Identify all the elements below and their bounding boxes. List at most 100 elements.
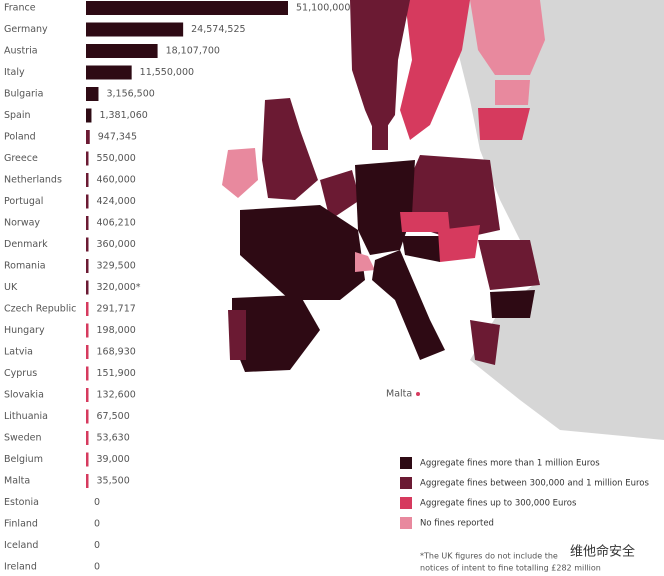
- map-country: [490, 290, 535, 318]
- map-country: [355, 160, 415, 255]
- bar: [86, 87, 99, 101]
- value-label: 0: [94, 519, 100, 530]
- value-label: 0: [94, 540, 100, 551]
- value-label: 168,930: [97, 347, 136, 358]
- category-label: Poland: [4, 132, 36, 143]
- bar: [86, 366, 89, 381]
- map-country: [470, 0, 545, 75]
- bar: [86, 237, 89, 252]
- value-label: 291,717: [97, 304, 136, 315]
- value-label: 0: [94, 562, 100, 573]
- value-label: 51,100,000: [296, 3, 350, 14]
- category-label: Austria: [4, 46, 38, 57]
- map-country: [222, 148, 258, 198]
- footnote: *The UK figures do not include the: [420, 552, 558, 561]
- map-country: [262, 98, 318, 200]
- value-label: 360,000: [97, 239, 136, 250]
- category-label: UK: [4, 282, 18, 293]
- legend-swatch: [400, 517, 412, 529]
- value-label: 18,107,700: [166, 46, 220, 57]
- category-label: Latvia: [4, 347, 33, 358]
- value-label: 11,550,000: [140, 67, 194, 78]
- value-label: 460,000: [97, 175, 136, 186]
- category-label: Romania: [4, 261, 46, 272]
- map-country: [240, 205, 365, 300]
- value-label: 35,500: [97, 476, 130, 487]
- value-label: 947,345: [98, 132, 137, 143]
- bar: [86, 388, 89, 402]
- value-label: 406,210: [97, 218, 136, 229]
- category-label: Hungary: [4, 325, 45, 336]
- category-label: Czech Republic: [4, 304, 76, 315]
- map-country: [478, 108, 530, 140]
- bar: [86, 302, 89, 316]
- bar: [86, 409, 89, 424]
- legend-swatch: [400, 497, 412, 509]
- category-label: Italy: [4, 67, 25, 78]
- malta-marker: [416, 392, 420, 396]
- legend-label: Aggregate fines more than 1 million Euro…: [420, 459, 600, 469]
- category-label: Bulgaria: [4, 89, 43, 100]
- category-label: France: [4, 3, 36, 14]
- value-label: 3,156,500: [106, 89, 154, 100]
- value-label: 1,381,060: [99, 110, 147, 121]
- value-label: 24,574,525: [191, 24, 245, 35]
- category-label: Estonia: [4, 497, 39, 508]
- category-label: Finland: [4, 519, 38, 530]
- category-label: Malta: [4, 476, 30, 487]
- legend-swatch: [400, 457, 412, 469]
- legend-swatch: [400, 477, 412, 489]
- map-country: [372, 115, 388, 150]
- map-country: [495, 80, 530, 105]
- category-label: Iceland: [4, 540, 38, 551]
- bar: [86, 65, 132, 80]
- bar: [86, 452, 89, 467]
- value-label: 151,900: [97, 368, 136, 379]
- bar: [86, 1, 288, 15]
- legend-label: Aggregate fines between 300,000 and 1 mi…: [420, 479, 650, 489]
- map-country: [355, 252, 375, 272]
- map-country: [372, 250, 445, 360]
- map-country: [402, 236, 445, 262]
- footnote: notices of intent to fine totalling £282…: [420, 564, 601, 573]
- value-label: 320,000*: [97, 282, 141, 293]
- value-label: 550,000: [97, 153, 136, 164]
- bar: [86, 108, 92, 123]
- bar: [86, 431, 89, 445]
- bar: [86, 280, 89, 295]
- category-label: Spain: [4, 110, 31, 121]
- bar: [86, 216, 89, 230]
- value-label: 0: [94, 497, 100, 508]
- bar: [86, 44, 158, 58]
- map-country: [400, 0, 470, 140]
- map-country: [320, 170, 360, 220]
- map-country: [350, 0, 410, 140]
- value-label: 198,000: [97, 325, 136, 336]
- category-label: Slovakia: [4, 390, 44, 401]
- map-label: Malta: [386, 389, 412, 400]
- category-label: Denmark: [4, 239, 48, 250]
- map-country: [228, 310, 246, 360]
- category-label: Belgium: [4, 454, 43, 465]
- legend-label: Aggregate fines up to 300,000 Euros: [420, 499, 577, 509]
- category-label: Netherlands: [4, 175, 62, 186]
- map-country: [470, 320, 500, 365]
- value-label: 329,500: [97, 261, 136, 272]
- bar: [86, 151, 89, 166]
- value-label: 67,500: [97, 411, 130, 422]
- map-country: [478, 240, 540, 290]
- bar: [86, 474, 89, 488]
- bar: [86, 259, 89, 273]
- category-label: Cyprus: [4, 368, 37, 379]
- bar: [86, 173, 89, 187]
- bar: [86, 323, 89, 338]
- value-label: 424,000: [97, 196, 136, 207]
- map-country: [400, 212, 450, 232]
- value-label: 132,600: [97, 390, 136, 401]
- category-label: Portugal: [4, 196, 43, 207]
- legend-label: No fines reported: [420, 519, 494, 529]
- watermark: 维他命安全: [570, 544, 635, 560]
- map-country: [438, 225, 480, 262]
- map-country: [232, 295, 320, 372]
